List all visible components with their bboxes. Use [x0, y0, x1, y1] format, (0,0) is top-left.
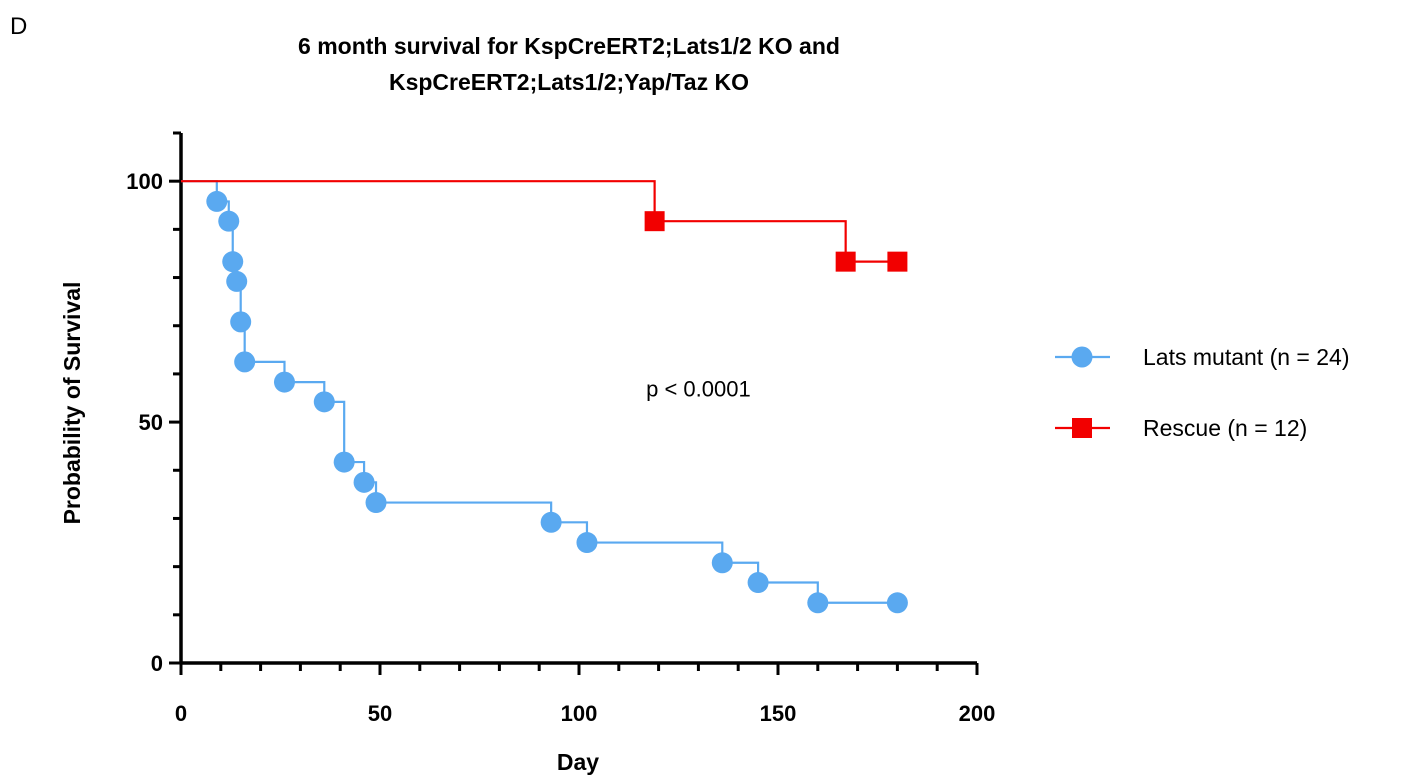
- legend-label: Rescue (n = 12): [1143, 415, 1307, 441]
- x-tick-label: 0: [175, 701, 187, 726]
- censor-point: [540, 511, 562, 533]
- censor-point: [273, 371, 295, 393]
- legend-item-1: Rescue (n = 12): [1055, 415, 1307, 441]
- censor-point: [353, 471, 375, 493]
- censor-point: [222, 251, 244, 273]
- series-step-line: [181, 180, 898, 263]
- censor-point: [234, 351, 256, 373]
- axes: 0 50 100 0 50 100 150 200: [126, 131, 996, 726]
- y-tick-label: 100: [126, 169, 163, 194]
- x-tick-label: 100: [561, 701, 598, 726]
- censor-point: [835, 251, 856, 272]
- censor-point: [807, 592, 829, 614]
- censor-point: [365, 492, 387, 514]
- legend-item-0: Lats mutant (n = 24): [1055, 344, 1349, 370]
- y-axis-label: Probability of Survival: [59, 282, 85, 525]
- censor-point: [644, 211, 665, 232]
- censor-point: [206, 190, 228, 212]
- censor-point: [576, 532, 598, 554]
- legend-marker: [1071, 346, 1093, 368]
- censor-point: [230, 311, 252, 333]
- p-value-annotation: p < 0.0001: [646, 376, 751, 401]
- series-layer: [181, 180, 908, 614]
- series-step-line: [181, 180, 898, 604]
- x-tick-label: 150: [760, 701, 797, 726]
- censor-point: [711, 552, 733, 574]
- censor-point: [313, 391, 335, 413]
- legend-label: Lats mutant (n = 24): [1143, 344, 1349, 370]
- panel-letter: D: [10, 13, 27, 40]
- chart-title-line-1: 6 month survival for KspCreERT2;Lats1/2 …: [298, 33, 840, 59]
- censor-point: [333, 451, 355, 473]
- censor-point: [218, 210, 240, 232]
- censor-point: [747, 572, 769, 594]
- x-tick-label: 50: [368, 701, 392, 726]
- y-tick-label: 0: [151, 651, 163, 676]
- chart-title-line-2: KspCreERT2;Lats1/2;Yap/Taz KO: [389, 69, 749, 95]
- censor-point: [887, 251, 908, 272]
- censor-point: [886, 592, 908, 614]
- x-tick-label: 200: [959, 701, 996, 726]
- censor-point: [226, 270, 248, 292]
- x-axis-label: Day: [557, 749, 599, 775]
- legend: Lats mutant (n = 24) Rescue (n = 12): [1055, 344, 1349, 441]
- series-0: [181, 180, 908, 614]
- legend-marker: [1072, 418, 1092, 438]
- y-tick-label: 50: [139, 410, 163, 435]
- series-1: [181, 180, 908, 272]
